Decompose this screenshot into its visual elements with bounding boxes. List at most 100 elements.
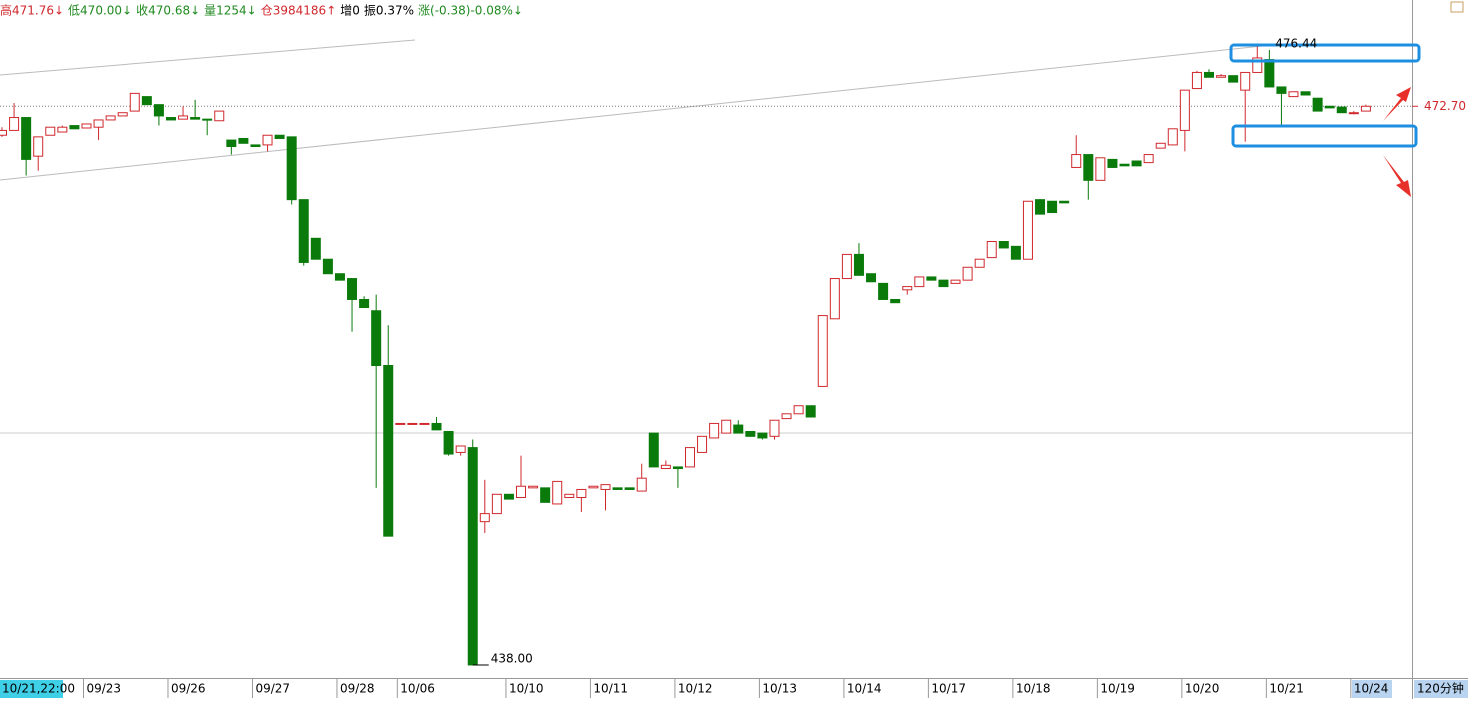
candle-body (709, 422, 720, 439)
last-price-label: 472.70 (1424, 99, 1466, 113)
candle-body (853, 253, 864, 276)
candle-body (841, 253, 852, 280)
candle-body (238, 137, 249, 144)
candle-body (552, 480, 563, 505)
candle-body (1216, 75, 1227, 78)
period-label[interactable]: 120分钟 (1417, 681, 1464, 696)
candle-body (950, 279, 961, 284)
candle-body (105, 115, 116, 121)
candle-body (419, 422, 430, 425)
candle-body (334, 273, 345, 281)
x-tick-label: 10/06 (400, 682, 435, 696)
x-tick-label: 10/19 (1100, 682, 1135, 696)
candle-body (600, 484, 611, 490)
candle-body (1300, 91, 1311, 96)
info-bar: 高471.76↓ 低470.00↓ 收470.68↓ 量1254↓ 仓3984186↑ 增… (0, 3, 523, 18)
candle-body (938, 279, 949, 288)
candle-body (347, 278, 358, 300)
candle-body (479, 513, 490, 523)
info-item: 量1254↓ (204, 4, 257, 18)
candle-body (1240, 71, 1251, 91)
candle-body (829, 278, 840, 320)
x-tick-label: 10/18 (1016, 682, 1051, 696)
candle-body (1312, 97, 1323, 112)
info-item: 振0.37% (364, 4, 414, 18)
candle-body (1348, 112, 1359, 115)
candle-body (117, 112, 128, 117)
candle-body (491, 493, 502, 515)
trend-line (0, 39, 416, 76)
candle-body (745, 430, 756, 437)
candle-body (1360, 105, 1371, 112)
candle-body (757, 432, 768, 439)
candle-body (866, 273, 877, 283)
candle-body (190, 117, 201, 120)
candle-body (588, 485, 599, 489)
candle-body (395, 422, 406, 425)
candle-body (914, 276, 925, 288)
candle-body (769, 419, 780, 437)
window-icon[interactable] (1450, 1, 1464, 13)
candle-body (516, 485, 527, 499)
candle-body (721, 419, 732, 434)
x-tick-label: 10/12 (678, 682, 713, 696)
arrow-up (1383, 87, 1411, 121)
candle-body (262, 134, 273, 146)
x-tick-label: 10/11 (593, 682, 628, 696)
x-tick-label: 10/17 (931, 682, 966, 696)
trend-line (0, 45, 1263, 181)
candle-body (612, 487, 623, 490)
candle-body (890, 298, 901, 304)
info-item: 高471.76↓ (0, 3, 64, 18)
candle-body (962, 266, 973, 281)
x-tick-label: 10/13 (762, 682, 797, 696)
candle-body (1095, 157, 1106, 181)
candle-body (1022, 200, 1033, 260)
candle-body (81, 123, 92, 129)
candle-body (902, 286, 913, 291)
x-tick-label: 09/23 (86, 682, 121, 696)
candle-body (322, 258, 333, 275)
candle-body (1252, 57, 1263, 73)
candle-body (793, 405, 804, 415)
candle-body (310, 237, 321, 260)
x-tick-label: 09/28 (340, 682, 375, 696)
candle-body (1324, 105, 1335, 109)
x-tick-label: 09/27 (255, 682, 290, 696)
arrow-down (1383, 155, 1411, 197)
candle-body (1155, 142, 1166, 149)
candle-body (684, 447, 695, 468)
candle-body (0, 129, 7, 136)
candle-body (33, 136, 44, 157)
candle-body (1010, 245, 1021, 260)
candle-body (371, 310, 382, 366)
candle-body (781, 413, 792, 420)
candle-body (672, 466, 683, 470)
candle-body (214, 110, 225, 122)
candle-body (878, 282, 889, 300)
candle-body (503, 493, 514, 500)
candle-body (697, 435, 708, 453)
info-item: 收470.68↓ (136, 4, 200, 18)
candle-body (624, 487, 635, 490)
candle-body (165, 117, 176, 121)
candle-body (1179, 89, 1190, 131)
highlight-box (1231, 124, 1418, 148)
candle-body (576, 488, 587, 499)
candle-body (298, 199, 309, 263)
x-tick-label: 10/10 (509, 682, 544, 696)
candle-body (986, 241, 997, 259)
candle-body (660, 464, 671, 470)
candle-body (1083, 154, 1094, 181)
candle-body (1047, 200, 1058, 214)
info-item: 低470.00↓ (68, 4, 132, 18)
highlight-box (1229, 43, 1421, 63)
candle-body (998, 241, 1009, 249)
candle-body (1107, 158, 1118, 168)
candle-body (467, 447, 478, 666)
candle-body (431, 422, 442, 431)
candle-body (93, 119, 104, 128)
candle-body (1131, 160, 1142, 167)
candle-body (455, 445, 466, 453)
